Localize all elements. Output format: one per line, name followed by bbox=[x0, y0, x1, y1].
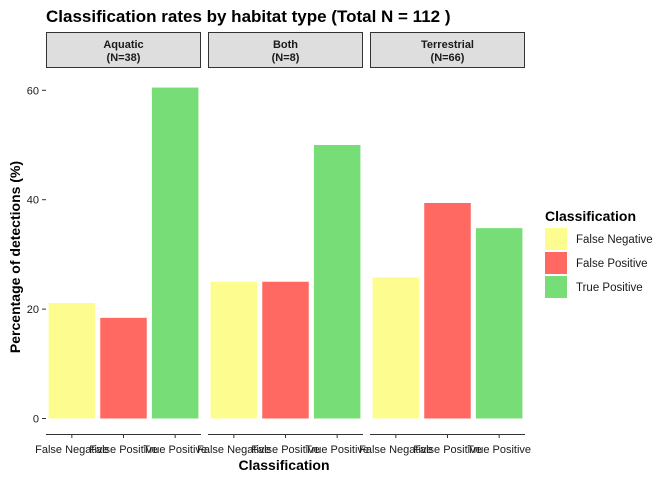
facet-strip-n: (N=66) bbox=[431, 52, 465, 64]
facet-strip-label: Both bbox=[273, 39, 298, 51]
x-tick-label: False Negative bbox=[197, 444, 270, 456]
y-tick-label: 40 bbox=[27, 195, 39, 207]
legend-label: True Positive bbox=[576, 282, 643, 294]
legend-key-false-positive bbox=[545, 252, 567, 274]
facet-strip bbox=[208, 32, 363, 68]
x-tick-label: True Positive bbox=[143, 444, 207, 456]
legend-label: False Positive bbox=[576, 258, 648, 270]
y-tick-label: 20 bbox=[27, 304, 39, 316]
y-axis: 0 20 40 60 bbox=[27, 85, 46, 426]
facet-strip bbox=[46, 32, 201, 68]
chart-title: Classification rates by habitat type (To… bbox=[46, 7, 451, 26]
legend-label: False Negative bbox=[576, 234, 653, 246]
y-axis-title: Percentage of detections (%) bbox=[7, 161, 23, 353]
bar-both-false-positive bbox=[262, 281, 309, 419]
facet-strip bbox=[370, 32, 525, 68]
y-tick-label: 60 bbox=[27, 85, 39, 97]
bar-both-true-positive bbox=[313, 145, 361, 419]
x-tick-label: True Positive bbox=[467, 444, 531, 456]
facet-strip-n: (N=38) bbox=[107, 52, 141, 64]
bar-terrestrial-false-negative bbox=[372, 277, 420, 419]
facet-strip-label: Aquatic bbox=[103, 39, 143, 51]
bar-both-false-negative bbox=[210, 281, 258, 419]
bar-terrestrial-true-positive bbox=[475, 228, 523, 419]
y-tick-label: 0 bbox=[33, 414, 39, 426]
bar-aquatic-false-negative bbox=[48, 303, 96, 419]
facet-strip-label: Terrestrial bbox=[421, 39, 474, 51]
legend-title: Classification bbox=[545, 208, 636, 224]
facet-strip-n: (N=8) bbox=[272, 52, 300, 64]
bar-aquatic-true-positive bbox=[151, 87, 199, 419]
x-tick-label: False Positive bbox=[413, 444, 481, 456]
x-tick-label: False Negative bbox=[35, 444, 108, 456]
x-tick-label: False Positive bbox=[251, 444, 319, 456]
legend-key-true-positive bbox=[545, 276, 567, 298]
x-tick-label: False Negative bbox=[359, 444, 432, 456]
legend-key-false-negative bbox=[545, 228, 567, 250]
bar-terrestrial-false-positive bbox=[424, 202, 471, 419]
legend: Classification False Negative False Posit… bbox=[545, 208, 653, 298]
x-axis-title: Classification bbox=[238, 457, 329, 473]
x-tick-label: True Positive bbox=[305, 444, 369, 456]
x-tick-label: False Positive bbox=[89, 444, 157, 456]
bar-aquatic-false-positive bbox=[100, 317, 147, 419]
